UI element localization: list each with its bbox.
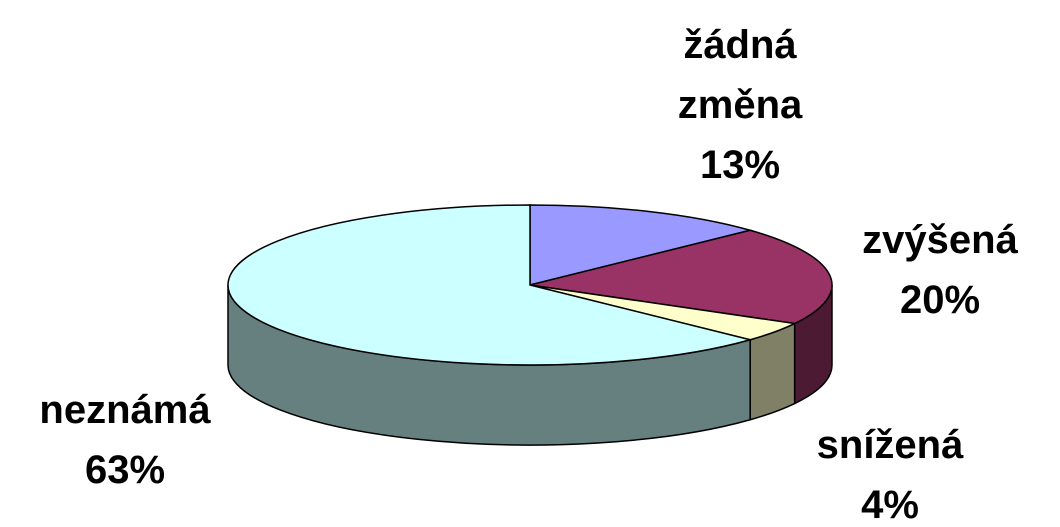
slice-label: žádná změna 13%	[620, 15, 860, 195]
slice-label: neznámá 63%	[5, 380, 245, 500]
value-label: 13%	[699, 143, 781, 187]
pie-slice	[529, 229, 833, 325]
category-name: zvýšená	[862, 218, 1018, 262]
value-label: 20%	[899, 278, 981, 322]
category-name: neznámá	[39, 388, 211, 432]
slice-label: zvýšená 20%	[820, 210, 1060, 330]
category-name: snížená	[816, 423, 964, 467]
value-label: 4%	[861, 483, 919, 527]
category-name: žádná změna	[677, 23, 803, 127]
value-label: 63%	[84, 448, 166, 492]
slice-label: snížená 4%	[770, 415, 1010, 527]
pie-slice	[529, 204, 754, 286]
pie-slice	[227, 204, 754, 366]
